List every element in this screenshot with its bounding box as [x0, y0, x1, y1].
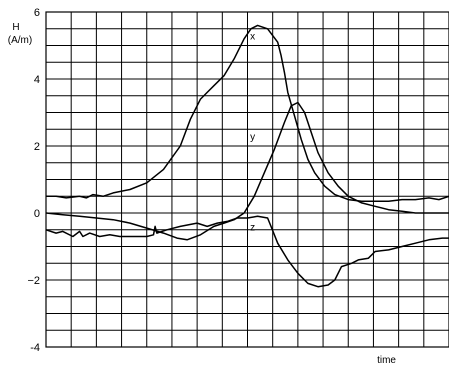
y-tick-label: 4 [34, 74, 40, 86]
y-axis-unit: (A/m) [8, 35, 32, 46]
series-lines [45, 24, 449, 288]
x-axis-label: time [377, 355, 396, 366]
y-axis-label: H [12, 22, 19, 33]
series-labels: x y z [250, 31, 255, 233]
grid [46, 12, 449, 347]
plot-frame [45, 11, 449, 348]
series-label-x: x [250, 31, 255, 42]
series-label-y: y [250, 132, 255, 143]
y-tick-label: −2 [27, 275, 40, 287]
series-line-y [45, 101, 449, 241]
y-tick-label: -4 [30, 342, 40, 354]
series-label-z: z [250, 222, 255, 233]
series-line-x [46, 24, 449, 203]
y-tick-label: 0 [34, 208, 40, 220]
y-tick-labels: -4 −2 0 2 4 6 [27, 7, 40, 354]
series-line-z [45, 215, 449, 288]
y-tick-label: 2 [34, 141, 40, 153]
y-tick-label: 6 [34, 7, 40, 19]
